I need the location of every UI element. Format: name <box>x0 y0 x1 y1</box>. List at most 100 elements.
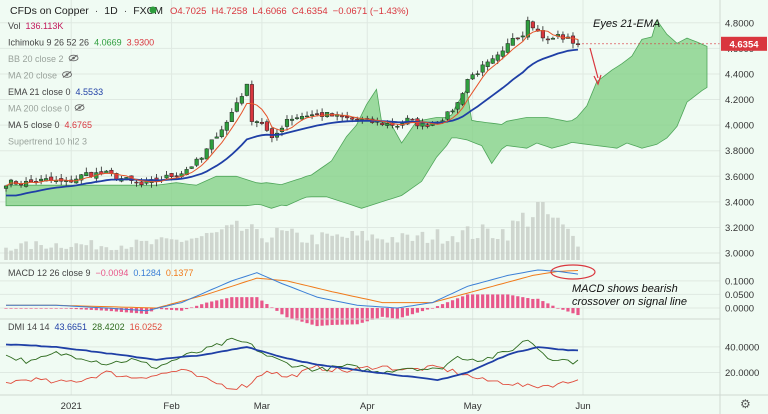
volume-bar <box>69 246 74 260</box>
time-tick-label: 2021 <box>61 401 82 412</box>
macd-histogram-bar <box>420 308 425 312</box>
volume-bar <box>159 237 164 260</box>
macd-histogram-bar <box>390 308 394 319</box>
macd-histogram-bar <box>210 301 214 308</box>
candle <box>204 148 209 160</box>
macd-histogram-bar <box>200 304 204 308</box>
indicator-legend-item[interactable]: BB 20 close 2 <box>8 54 64 64</box>
candle <box>530 20 535 31</box>
ema-annotation: Eyes 21-EMA <box>593 18 660 30</box>
candle <box>310 110 315 120</box>
candle-body <box>490 58 495 64</box>
macd-histogram-bar <box>325 308 329 326</box>
gear-icon[interactable]: ⚙ <box>740 397 751 411</box>
volume-bar <box>445 241 450 260</box>
candle <box>189 166 194 169</box>
candle-body <box>224 121 229 131</box>
candle <box>259 118 264 126</box>
macd-histogram-bar <box>541 301 545 308</box>
volume-bar <box>290 228 294 260</box>
macd-histogram-bar <box>255 297 259 308</box>
volume-bar <box>89 240 94 260</box>
macd-histogram-bar <box>536 298 540 308</box>
volume-bar <box>541 202 545 260</box>
volume-bar <box>280 230 284 260</box>
volume-bar <box>4 247 8 260</box>
time-tick-label: Jun <box>575 401 590 412</box>
candle-body <box>214 136 219 139</box>
volume-bar <box>14 248 18 260</box>
indicator-legend-item[interactable]: EMA 21 close 0 4.5533 <box>8 87 103 97</box>
candle <box>299 112 305 121</box>
candle <box>460 92 465 106</box>
macd-histogram-bar <box>220 299 224 308</box>
symbol-title[interactable]: CFDs on Copper · 1D · FXCM <box>10 5 163 17</box>
indicator-legend-item[interactable]: Supertrend 10 hl2 3 <box>8 137 87 147</box>
candle <box>229 108 234 122</box>
candle <box>264 119 269 133</box>
macd-signal-line <box>6 270 579 309</box>
macd-histogram-bar <box>84 308 88 310</box>
volume-bar <box>219 229 224 260</box>
indicator-legend-item[interactable]: Ichimoku 9 26 52 26 4.0669 3.9300 <box>8 38 154 48</box>
volume-bar <box>74 243 79 260</box>
volume-bar <box>235 220 239 260</box>
macd-histogram-bar <box>375 308 379 319</box>
volume-bars <box>4 202 580 260</box>
indicator-legend-item[interactable]: MA 20 close <box>8 71 57 81</box>
volume-bar <box>425 242 430 260</box>
macd-histogram-bar <box>481 294 485 308</box>
volume-bar <box>270 237 274 260</box>
candle <box>575 39 581 48</box>
volume-bar <box>124 248 129 260</box>
candle-body <box>189 166 194 169</box>
volume-bar <box>475 238 480 260</box>
volume-bar <box>114 249 119 260</box>
ema-arrow-head <box>593 74 602 86</box>
volume-bar <box>355 235 360 260</box>
macd-histogram-bar <box>340 308 344 325</box>
macd-histogram-bar <box>240 297 244 308</box>
candle <box>305 111 310 118</box>
volume-bar <box>521 212 525 260</box>
ohlc-readout: O4.7025 H4.7258 L4.6066 C4.6354 −0.0671 (−1.… <box>170 6 409 17</box>
candle <box>520 31 525 42</box>
volume-bar <box>169 239 174 260</box>
candle-body <box>340 115 345 118</box>
candle-body <box>219 129 224 137</box>
dmi-legend[interactable]: DMI 14 14 43.6651 28.4202 16.0252 <box>8 322 162 332</box>
indicator-legend-item[interactable]: Vol 136.113K <box>8 21 63 31</box>
price-tick-label: 4.4000 <box>725 69 754 80</box>
price-tick-label: 3.4000 <box>725 197 754 208</box>
indicator-legend-item[interactable]: MA 5 close 0 4.6765 <box>8 120 92 130</box>
dmi-tick-label: 40.0000 <box>725 342 759 353</box>
macd-histogram-bar <box>521 297 525 308</box>
macd-histogram-bar <box>34 308 38 309</box>
macd-legend[interactable]: MACD 12 26 close 9 −0.0094 0.1284 0.1377 <box>8 268 193 278</box>
macd-histogram-bar <box>14 308 18 309</box>
volume-bar <box>345 237 349 260</box>
macd-pane <box>4 269 580 327</box>
volume-bar <box>44 248 48 260</box>
macd-histogram-bar <box>511 295 515 308</box>
volume-bar <box>395 242 400 260</box>
candle <box>465 78 470 94</box>
volume-bar <box>24 241 28 260</box>
volume-bar <box>255 229 259 260</box>
macd-histogram-bar <box>330 308 334 325</box>
candle-body <box>139 181 144 186</box>
volume-bar <box>531 217 535 260</box>
macd-histogram-bar <box>290 308 294 319</box>
macd-histogram-bar <box>335 308 339 325</box>
candle-body <box>450 110 455 113</box>
dmi-minus-line <box>5 364 579 390</box>
candle <box>254 120 259 128</box>
volume-bar <box>380 239 385 260</box>
volume-bar <box>365 240 370 260</box>
macd-histogram-bar <box>180 308 184 311</box>
eye-off-icon-outline <box>74 104 85 111</box>
volume-bar <box>465 226 470 260</box>
macd-histogram-bar <box>79 308 83 310</box>
indicator-legend-item[interactable]: MA 200 close 0 <box>8 104 70 114</box>
candle-body <box>229 112 234 122</box>
